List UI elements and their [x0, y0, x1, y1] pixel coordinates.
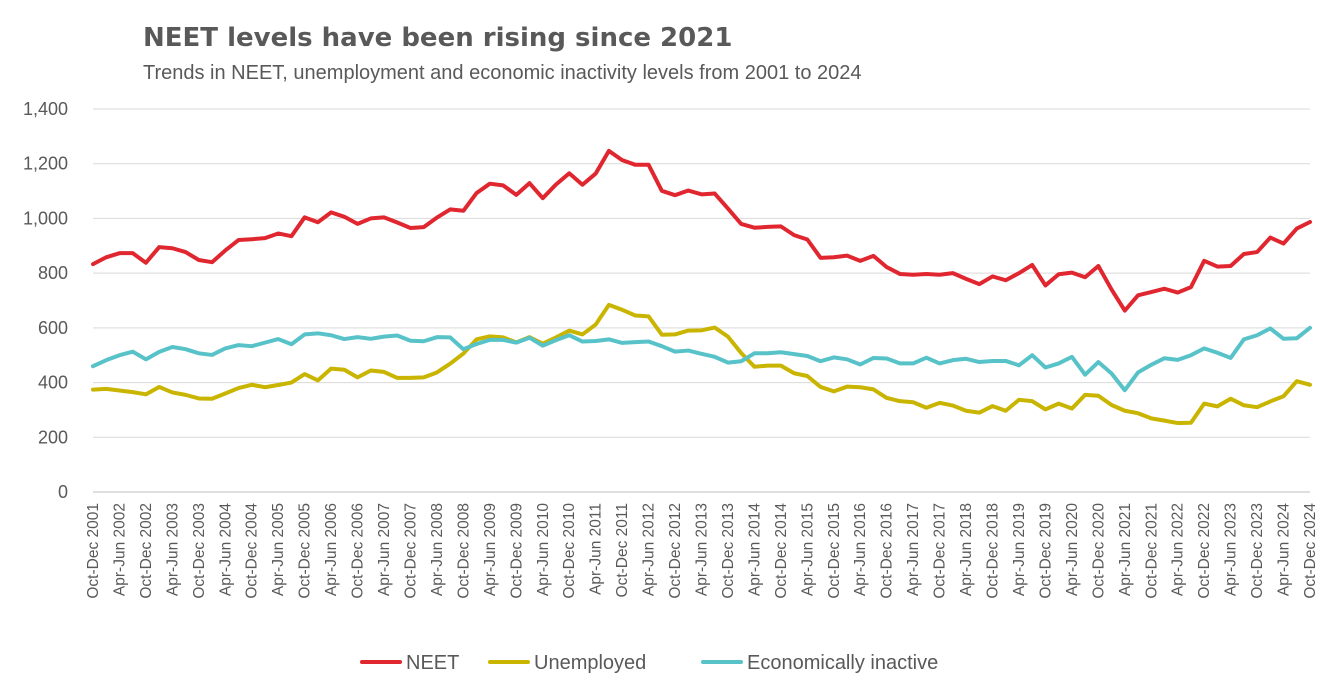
x-tick-label: Apr-Jun 2013	[694, 503, 711, 596]
y-tick-label: 1,400	[23, 99, 68, 119]
gridlines	[93, 108, 1310, 493]
x-axis-tick-labels: Oct-Dec 2001 Apr-Jun 2002 Oct-Dec 2002 Apr-…	[85, 503, 1319, 599]
x-tick-label: Oct-Dec 2022	[1196, 503, 1213, 599]
y-tick-label: 600	[38, 318, 68, 338]
x-tick-label: Oct-Dec 2024	[1302, 503, 1319, 599]
x-tick-label: Apr-Jun 2010	[535, 503, 552, 596]
legend-item-economically-inactive: Economically inactive	[701, 652, 938, 674]
chart-subtitle: Trends in NEET, unemployment and economi…	[143, 62, 862, 84]
y-axis-tick-labels: 0 200 400 600 800 1,000 1,200 1,400	[23, 99, 68, 502]
x-tick-label: Apr-Jun 2020	[1064, 503, 1081, 596]
y-tick-label: 400	[38, 373, 68, 393]
legend-label: Economically inactive	[747, 652, 938, 674]
x-tick-label: Oct-Dec 2015	[826, 503, 843, 599]
x-tick-label: Oct-Dec 2002	[138, 503, 155, 599]
x-tick-label: Apr-Jun 2023	[1223, 503, 1240, 596]
x-tick-label: Oct-Dec 2020	[1090, 503, 1107, 599]
series-line-unemployed	[91, 302, 1312, 426]
y-tick-label: 1,000	[23, 208, 68, 228]
x-tick-label: Oct-Dec 2017	[932, 503, 949, 599]
y-tick-label: 0	[58, 482, 68, 502]
x-tick-label: Oct-Dec 2007	[402, 503, 419, 599]
legend-label: Unemployed	[534, 652, 646, 674]
x-tick-label: Apr-Jun 2003	[164, 503, 181, 596]
x-tick-label: Oct-Dec 2012	[667, 503, 684, 599]
series-line-neet	[91, 148, 1312, 313]
x-tick-label: Apr-Jun 2017	[905, 503, 922, 596]
x-tick-label: Apr-Jun 2015	[799, 503, 816, 596]
x-tick-label: Oct-Dec 2016	[879, 503, 896, 599]
x-tick-label: Apr-Jun 2012	[641, 503, 658, 596]
x-tick-label: Oct-Dec 2003	[191, 503, 208, 599]
x-tick-label: Oct-Dec 2005	[297, 503, 314, 599]
x-tick-label: Apr-Jun 2011	[588, 503, 605, 595]
x-tick-label: Apr-Jun 2014	[746, 503, 763, 596]
x-tick-label: Oct-Dec 2010	[561, 503, 578, 599]
x-tick-label: Apr-Jun 2016	[852, 503, 869, 596]
legend-item-neet: NEET	[360, 652, 459, 674]
x-tick-label: Apr-Jun 2009	[482, 503, 499, 596]
x-tick-label: Oct-Dec 2004	[244, 503, 261, 599]
x-tick-label: Oct-Dec 2019	[1037, 503, 1054, 599]
x-tick-label: Oct-Dec 2006	[350, 503, 367, 599]
x-tick-label: Apr-Jun 2005	[270, 503, 287, 596]
x-tick-label: Apr-Jun 2002	[111, 503, 128, 596]
y-tick-label: 1,200	[23, 154, 68, 174]
x-tick-label: Oct-Dec 2014	[773, 503, 790, 599]
y-tick-label: 200	[38, 427, 68, 447]
series-line-economically-inactive	[91, 325, 1312, 393]
x-tick-label: Oct-Dec 2018	[985, 503, 1002, 599]
x-tick-label: Apr-Jun 2007	[376, 503, 393, 596]
y-tick-label: 800	[38, 263, 68, 283]
x-tick-label: Oct-Dec 2011	[614, 503, 631, 597]
x-tick-label: Apr-Jun 2022	[1170, 503, 1187, 596]
x-tick-label: Oct-Dec 2001	[85, 503, 102, 599]
x-tick-label: Apr-Jun 2021	[1117, 503, 1134, 596]
x-tick-label: Oct-Dec 2008	[455, 503, 472, 599]
x-tick-label: Apr-Jun 2006	[323, 503, 340, 596]
chart-title: NEET levels have been rising since 2021	[143, 23, 732, 53]
x-tick-label: Oct-Dec 2021	[1143, 503, 1160, 599]
x-tick-label: Apr-Jun 2024	[1276, 503, 1293, 596]
x-tick-label: Oct-Dec 2013	[720, 503, 737, 599]
series-lines	[91, 148, 1312, 426]
legend-item-unemployed: Unemployed	[488, 652, 646, 674]
x-tick-label: Apr-Jun 2019	[1011, 503, 1028, 596]
x-tick-label: Oct-Dec 2009	[508, 503, 525, 599]
x-tick-label: Oct-Dec 2023	[1249, 503, 1266, 599]
legend-label: NEET	[406, 652, 459, 674]
legend: NEET Unemployed Economically inactive	[360, 652, 938, 674]
x-tick-label: Apr-Jun 2004	[217, 503, 234, 596]
x-tick-label: Apr-Jun 2018	[958, 503, 975, 596]
x-tick-label: Apr-Jun 2008	[429, 503, 446, 596]
